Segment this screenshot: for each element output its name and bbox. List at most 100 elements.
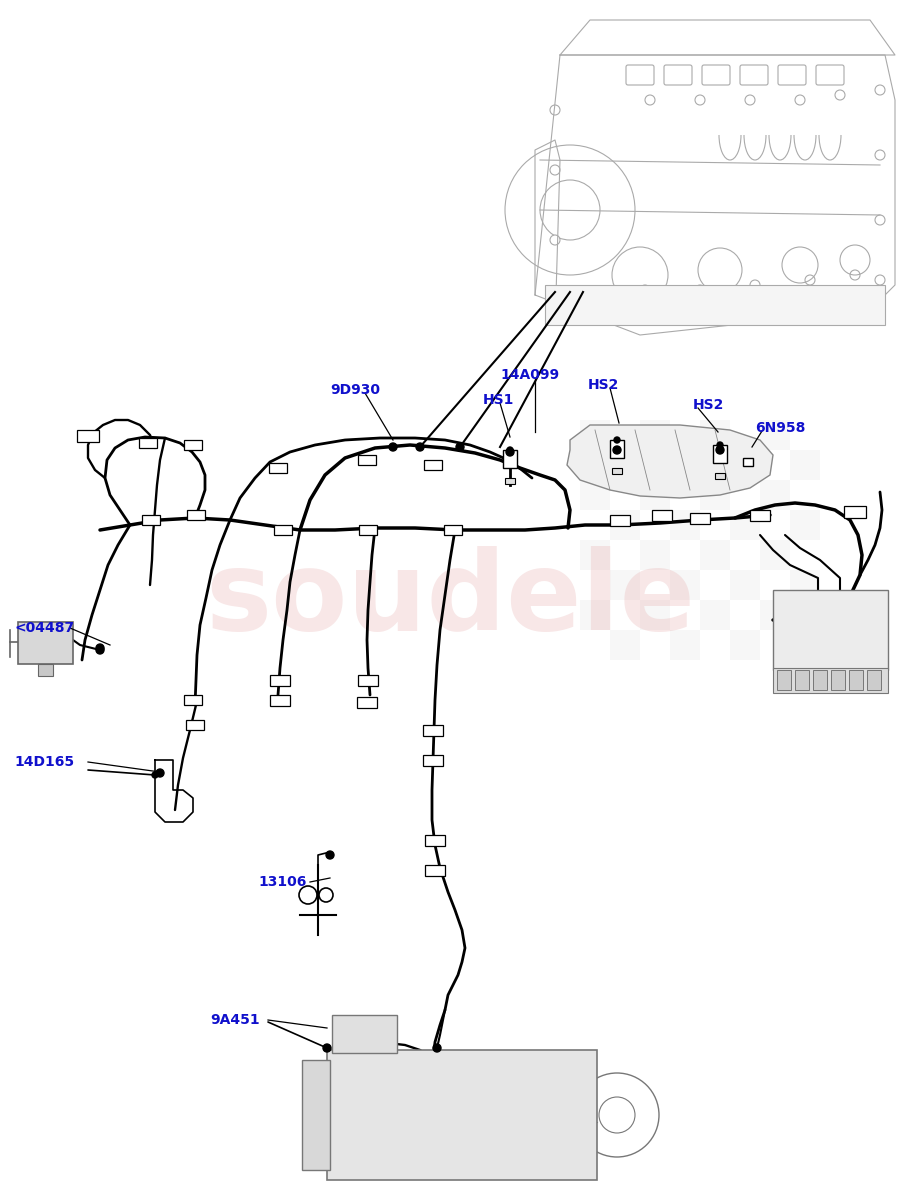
Bar [790,510,820,540]
FancyBboxPatch shape [424,460,442,470]
FancyBboxPatch shape [505,478,515,484]
FancyBboxPatch shape [831,670,845,690]
Bar [640,480,670,510]
Circle shape [875,275,885,284]
FancyBboxPatch shape [274,526,292,535]
FancyBboxPatch shape [777,670,791,690]
FancyBboxPatch shape [38,664,53,676]
FancyBboxPatch shape [503,450,517,468]
FancyBboxPatch shape [302,1060,330,1170]
Bar [610,630,640,660]
Circle shape [433,1044,441,1052]
FancyBboxPatch shape [423,725,443,736]
Polygon shape [567,425,773,498]
Circle shape [416,443,424,451]
FancyBboxPatch shape [357,697,377,708]
Bar [730,630,760,660]
FancyBboxPatch shape [359,526,377,535]
Circle shape [550,235,560,245]
FancyBboxPatch shape [612,468,622,474]
Text: 6N958: 6N958 [755,421,805,434]
FancyBboxPatch shape [690,514,710,524]
Circle shape [389,443,397,451]
Circle shape [550,290,560,300]
Bar [670,510,700,540]
FancyBboxPatch shape [740,65,768,85]
Circle shape [850,270,860,280]
Bar [640,540,670,570]
Circle shape [326,851,334,859]
Text: HS2: HS2 [693,398,724,412]
Text: HS1: HS1 [482,392,514,407]
Bar [610,450,640,480]
FancyBboxPatch shape [844,506,866,518]
FancyBboxPatch shape [270,674,290,686]
Bar [790,630,820,660]
Circle shape [795,95,805,104]
Circle shape [550,104,560,115]
Bar [580,600,610,630]
FancyBboxPatch shape [743,458,753,466]
FancyBboxPatch shape [142,515,160,526]
Circle shape [717,442,723,448]
Circle shape [805,275,815,284]
Circle shape [152,772,158,778]
FancyBboxPatch shape [715,473,725,479]
Bar [700,420,730,450]
FancyBboxPatch shape [327,1050,597,1180]
Circle shape [550,164,560,175]
FancyBboxPatch shape [184,440,202,450]
Circle shape [716,446,724,454]
FancyBboxPatch shape [269,463,287,473]
FancyBboxPatch shape [425,835,445,846]
FancyBboxPatch shape [444,526,462,535]
FancyBboxPatch shape [773,590,888,670]
FancyBboxPatch shape [652,510,672,521]
FancyBboxPatch shape [664,65,692,85]
Bar [760,480,790,510]
Circle shape [506,448,514,456]
Bar [670,570,700,600]
FancyBboxPatch shape [713,445,727,463]
FancyBboxPatch shape [778,65,806,85]
FancyBboxPatch shape [187,510,205,520]
Text: <04487: <04487 [14,622,74,635]
Bar [640,600,670,630]
Circle shape [456,443,464,451]
Bar [670,630,700,660]
Bar [580,480,610,510]
Circle shape [96,644,104,652]
FancyBboxPatch shape [18,622,73,664]
FancyBboxPatch shape [358,455,376,464]
FancyBboxPatch shape [186,720,204,730]
FancyBboxPatch shape [425,865,445,876]
Circle shape [875,85,885,95]
Bar [760,420,790,450]
Bar [790,450,820,480]
FancyBboxPatch shape [545,284,885,325]
FancyBboxPatch shape [332,1015,397,1054]
FancyBboxPatch shape [867,670,881,690]
FancyBboxPatch shape [77,430,99,442]
FancyBboxPatch shape [139,438,157,448]
Bar [760,540,790,570]
Text: HS2: HS2 [587,378,619,392]
Text: 13106: 13106 [258,875,306,889]
Circle shape [875,215,885,226]
FancyBboxPatch shape [270,695,290,706]
Bar [610,570,640,600]
Bar [670,450,700,480]
FancyBboxPatch shape [358,674,378,686]
Bar [760,600,790,630]
Circle shape [640,284,650,295]
Circle shape [695,284,705,295]
Bar [730,570,760,600]
Circle shape [614,437,620,443]
Bar [790,570,820,600]
Circle shape [96,646,104,654]
Text: soudele: soudele [205,546,696,654]
Circle shape [507,446,513,452]
FancyBboxPatch shape [184,695,202,704]
Bar [580,540,610,570]
Text: 14D165: 14D165 [14,755,74,769]
